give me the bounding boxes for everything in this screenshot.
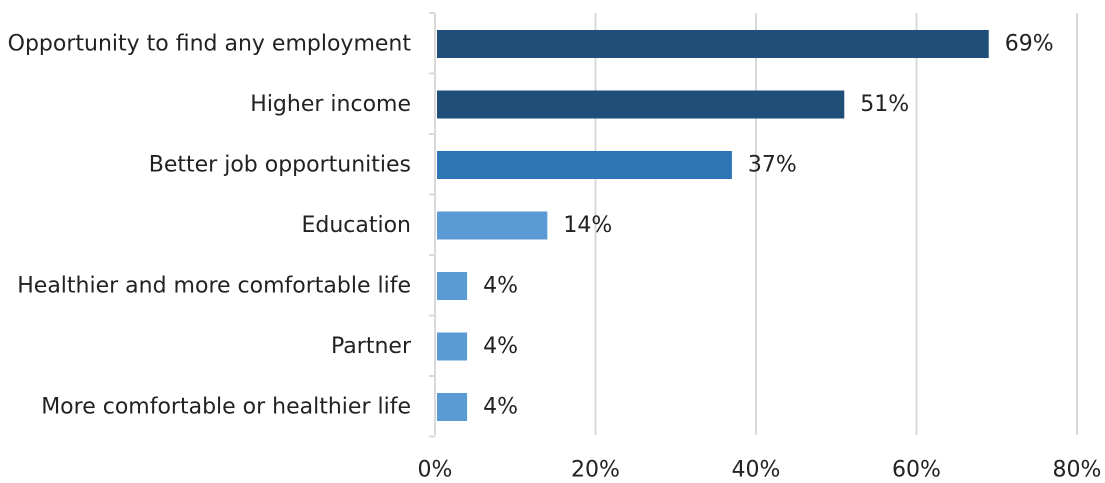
category-labels: Opportunity to find any employment Higher… [8,32,412,420]
data-label-3: 37% [748,153,797,178]
category-label-1: Opportunity to find any employment [8,32,412,57]
category-label-4: Education [301,213,411,238]
bars [437,30,989,421]
data-label-1: 69% [1005,32,1054,57]
category-label-6: Partner [331,334,412,359]
x-tick-label-80: 80% [1053,458,1102,483]
x-tick-label-40: 40% [732,458,781,483]
gridlines [594,13,1078,435]
bar-6 [437,332,468,361]
data-label-5: 4% [483,274,518,299]
data-label-2: 51% [860,92,909,117]
category-label-3: Better job opportunities [149,153,411,178]
x-tick-label-20: 20% [571,458,620,483]
x-tick-label-60: 60% [892,458,941,483]
data-label-7: 4% [483,395,518,420]
bar-7 [437,393,468,421]
bar-3 [437,151,732,179]
y-axis [429,12,436,438]
bar-4 [437,211,548,240]
data-label-4: 14% [563,213,612,238]
category-label-7: More comfortable or healthier life [41,395,411,420]
x-tick-labels: 0% 20% 40% 60% 80% [418,458,1102,483]
bar-5 [437,272,468,300]
bar-2 [437,90,845,119]
category-label-2: Higher income [250,92,411,117]
x-tick-label-0: 0% [418,458,453,483]
data-labels: 69% 51% 37% 14% 4% 4% 4% [483,32,1054,420]
category-label-5: Healthier and more comfortable life [17,274,411,299]
bar-1 [437,30,989,58]
data-label-6: 4% [483,334,518,359]
